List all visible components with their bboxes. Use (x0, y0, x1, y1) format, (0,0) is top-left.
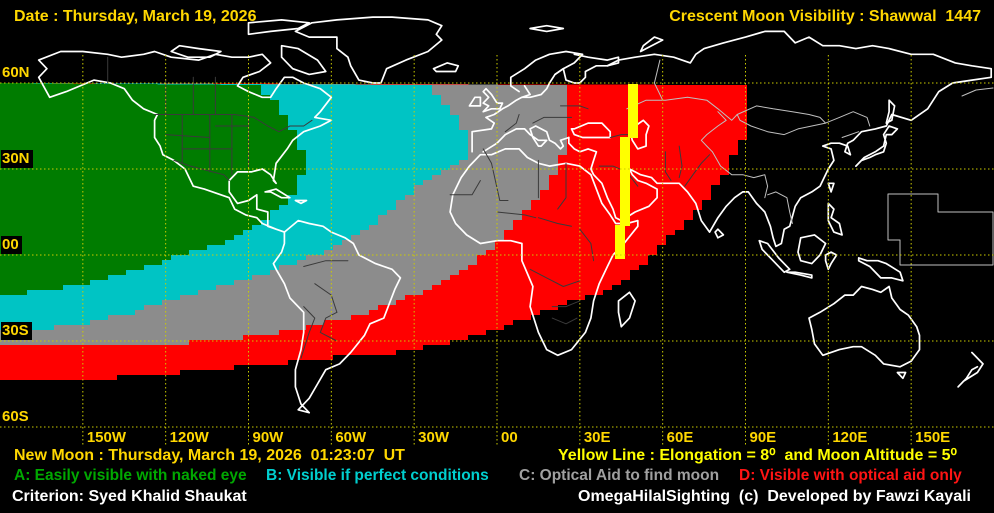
lon-label-150W: 150W (86, 429, 127, 446)
dark-line (537, 217, 572, 227)
lon-label-90E: 90E (749, 429, 777, 446)
coast-line (264, 188, 291, 199)
dark-line (300, 306, 316, 359)
coast-line (808, 285, 921, 368)
dark-line (234, 114, 313, 133)
yellow-line-note: Yellow Line : Elongation = 8⁰ and Moon A… (558, 447, 957, 464)
visibility-title: Crescent Moon Visibility : Shawwal 1447 (669, 8, 981, 25)
legend-item-c: C: Optical Aid to find moon (519, 467, 720, 484)
light-line (961, 87, 994, 97)
lon-label-00: 00 (501, 429, 518, 446)
light-line (767, 191, 793, 224)
yellow-elongation-line (628, 84, 638, 138)
criterion-text: Criterion: Syed Khalid Shaukat (12, 488, 247, 505)
coast-line (554, 53, 620, 84)
lat-label-60S: 60S (1, 408, 32, 426)
coast-line (567, 30, 993, 248)
lat-label-00: 00 (1, 236, 22, 254)
dark-line (496, 211, 537, 219)
lat-label-30S: 30S (1, 322, 32, 340)
coast-line (509, 50, 584, 99)
dark-line (165, 134, 211, 138)
lon-label-150E: 150E (915, 429, 951, 446)
coast-line (797, 234, 827, 265)
coast-line (272, 219, 402, 414)
dark-line (482, 148, 509, 201)
credit-text: OmegaHilalSighting (c) Developed by Fawz… (578, 488, 971, 505)
dark-line (303, 260, 349, 267)
date-title: Date : Thursday, March 19, 2026 (14, 8, 257, 25)
light-line (887, 193, 994, 266)
lon-label-60E: 60E (666, 429, 694, 446)
lat-label-60N: 60N (1, 64, 33, 82)
light-line (825, 111, 871, 127)
new-moon-line: New Moon : Thursday, March 19, 2026 01:2… (14, 447, 405, 464)
coast-line (432, 62, 460, 73)
dark-line (173, 159, 230, 181)
coast-line (957, 351, 984, 388)
coast-line (885, 99, 896, 124)
dark-line (532, 116, 572, 124)
light-line (736, 105, 827, 136)
dark-line (449, 180, 481, 196)
dark-line (678, 145, 683, 179)
dark-line (560, 105, 589, 110)
coast-line (468, 96, 482, 107)
lon-label-120E: 120E (832, 429, 868, 446)
lon-label-30E: 30E (583, 429, 611, 446)
lat-label-30N: 30N (1, 150, 33, 168)
lon-label-90W: 90W (252, 429, 284, 446)
coast-line (570, 122, 612, 139)
dark-line (557, 162, 567, 210)
coast-line (529, 24, 565, 33)
coast-line (824, 251, 838, 271)
dark-line (529, 268, 581, 287)
coast-line (247, 19, 311, 36)
coast-line (482, 87, 504, 113)
yellow-elongation-line (620, 137, 630, 226)
coast-line (37, 50, 333, 233)
coast-line (294, 16, 443, 84)
coast-line (827, 182, 835, 193)
dark-line (664, 151, 672, 181)
coast-line (482, 125, 570, 153)
zone-A (0, 83, 306, 295)
dark-line (598, 165, 639, 187)
lon-label-60W: 60W (335, 429, 367, 446)
dark-line (551, 300, 581, 308)
coast-line (786, 271, 813, 279)
light-line (700, 111, 727, 153)
coast-line (827, 202, 843, 236)
coast-line (857, 257, 904, 282)
coast-line (170, 44, 222, 59)
yellow-elongation-line (615, 225, 625, 259)
light-line (711, 151, 769, 199)
legend-item-b: B: Visible if perfect conditions (266, 467, 489, 484)
light-line (626, 96, 738, 121)
coast-line (714, 228, 725, 239)
light-line (841, 131, 860, 138)
coast-line (449, 148, 639, 357)
coast-line (617, 291, 636, 328)
lon-label-120W: 120W (169, 429, 209, 446)
dark-line (504, 114, 520, 133)
coast-line (758, 239, 791, 274)
dark-line (551, 317, 578, 325)
coast-line (280, 44, 327, 76)
coast-line (896, 371, 907, 380)
lon-label-30W: 30W (418, 429, 449, 446)
legend-item-d: D: Visible with optical aid only (739, 467, 962, 484)
light-line (653, 59, 664, 101)
coast-line (855, 125, 899, 167)
legend-item-a: A: Easily visible with naked eye (14, 467, 247, 484)
coast-line (294, 199, 308, 205)
coast-line (639, 36, 664, 53)
